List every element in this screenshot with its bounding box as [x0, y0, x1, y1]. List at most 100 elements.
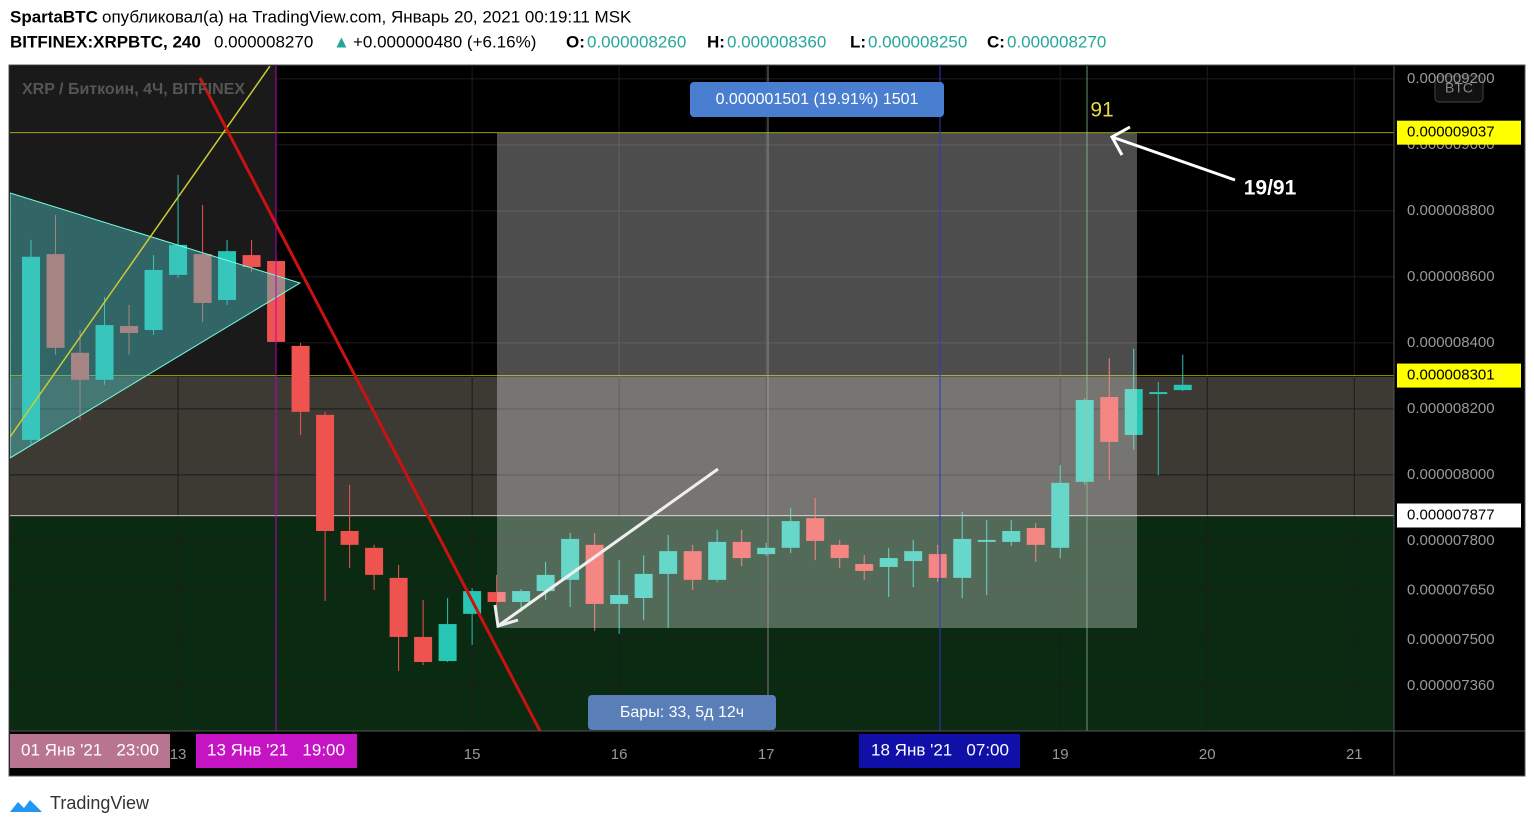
candle-body — [757, 547, 776, 555]
c: 0.000008270 — [1007, 32, 1106, 51]
y-tick-label: 0.000008000 — [1407, 466, 1495, 483]
candle-body — [193, 254, 212, 303]
l-label: L: — [850, 32, 866, 51]
candle-body — [953, 538, 972, 578]
candle-body — [1051, 482, 1070, 548]
candle-body — [683, 551, 702, 580]
candle-body — [169, 244, 188, 275]
candle-body — [22, 256, 41, 440]
y-tick-label: 0.000007360 — [1407, 677, 1495, 694]
triangle — [10, 192, 302, 459]
y-tick-label: 0.000007800 — [1407, 532, 1495, 549]
zone-upper — [10, 377, 1394, 517]
candle-body — [487, 592, 506, 602]
symbol: BITFINEX:XRPBTC, 240 — [10, 32, 201, 51]
c-label: C: — [987, 32, 1005, 51]
candle-body — [659, 551, 678, 574]
arrow — [1111, 135, 1236, 182]
candle-body — [1100, 397, 1119, 442]
change: +0.000000480 (+6.16%) — [353, 32, 536, 51]
trend-line — [198, 77, 542, 731]
brand[interactable]: TradingView — [50, 793, 150, 813]
candle-body — [904, 551, 923, 562]
candle-body — [218, 251, 237, 300]
candle-body — [781, 521, 800, 548]
candle-body — [512, 591, 531, 602]
candle-body — [1173, 384, 1192, 391]
candle-body — [855, 564, 874, 571]
y-tick-label: 0.000008600 — [1407, 268, 1495, 285]
price-box — [1397, 120, 1521, 145]
price-label: 0.000009037 — [1407, 124, 1495, 141]
price-label: 0.000008301 — [1407, 367, 1495, 384]
x-tick-label: 20 — [1199, 746, 1216, 763]
price-box — [1397, 503, 1521, 528]
bars-box — [588, 695, 776, 730]
candle-body — [144, 269, 163, 331]
arrow-head — [1109, 125, 1131, 156]
arrow-head — [493, 604, 519, 628]
candle-body — [1002, 531, 1021, 542]
x-tick-label: 21 — [1346, 746, 1363, 763]
date-box — [196, 734, 357, 768]
y-tick-label: 0.000008200 — [1407, 400, 1495, 417]
candle-body — [634, 573, 653, 598]
x-tick-label: 17 — [758, 746, 775, 763]
candle-body — [830, 544, 849, 559]
date-label: 13 Янв '21 19:00 — [207, 740, 345, 759]
legend: XRP / Биткоин, 4Ч, BITFINEX — [22, 81, 245, 98]
candle-body — [95, 325, 114, 380]
currency-box — [1434, 75, 1484, 103]
candle-body — [120, 326, 139, 333]
candle-body — [806, 518, 825, 541]
candle-body — [1075, 399, 1094, 482]
candle-body — [708, 541, 727, 580]
arrow: ▲ — [333, 32, 350, 51]
candle-body — [340, 531, 359, 545]
axes: 0.0000092000.0000090000.0000088000.00000… — [170, 70, 1521, 763]
published: опубликовал(а) на TradingView.com, Январ… — [102, 7, 632, 26]
candle-body — [1124, 389, 1143, 435]
date-label: 18 Янв '21 07:00 — [871, 740, 1009, 759]
count-label: 91 — [1090, 99, 1113, 122]
l: 0.000008250 — [868, 32, 967, 51]
author: SpartaBTC — [10, 7, 98, 26]
o-label: O: — [566, 32, 585, 51]
candle-body — [732, 541, 751, 559]
drawings — [10, 66, 1236, 731]
candle-body — [414, 636, 433, 663]
arrow — [497, 467, 719, 628]
price-label: 0.000007877 — [1407, 506, 1495, 523]
o: 0.000008260 — [587, 32, 686, 51]
candle-body — [291, 345, 310, 412]
candle-body — [977, 539, 996, 542]
date-label: 01 Янв '21 23:00 — [21, 740, 159, 759]
x-tick-label: 15 — [464, 746, 481, 763]
candle-body — [46, 254, 65, 348]
y-tick-label: 0.000007500 — [1407, 631, 1495, 648]
date-box — [10, 734, 170, 768]
y-tick-label: 0.000008400 — [1407, 334, 1495, 351]
candle-body — [316, 414, 335, 532]
header: SpartaBTC опубликовал(а) на TradingView.… — [10, 7, 1106, 51]
last: 0.000008270 — [214, 32, 313, 51]
candle-body — [1026, 528, 1045, 545]
ratio-label: 19/91 — [1244, 177, 1297, 200]
candle-body — [71, 352, 90, 380]
candle-body — [610, 595, 629, 604]
candle-body — [928, 554, 947, 578]
date-box — [859, 734, 1020, 768]
candle-body — [242, 255, 261, 267]
y-tick-label: 0.000008800 — [1407, 202, 1495, 219]
x-tick-label: 16 — [611, 746, 628, 763]
footer[interactable]: TradingView — [10, 793, 150, 813]
x-tick-label: 13 — [170, 746, 187, 763]
y-tick-label: 0.000009200 — [1407, 70, 1495, 87]
logo — [10, 800, 42, 812]
candle-body — [389, 577, 408, 637]
candle-body — [1149, 392, 1168, 395]
range-box — [690, 82, 944, 117]
h-label: H: — [707, 32, 725, 51]
y-tick-label: 0.000007650 — [1407, 581, 1495, 598]
